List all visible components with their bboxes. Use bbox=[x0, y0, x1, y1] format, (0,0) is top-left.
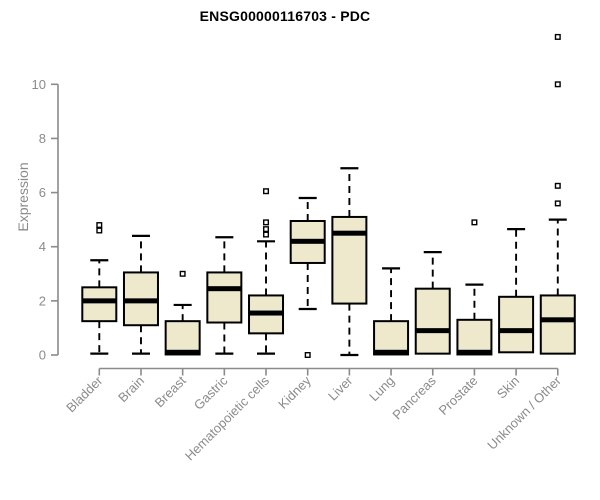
outlier-point bbox=[96, 227, 103, 234]
x-tick-label: Unknown / Other bbox=[484, 373, 564, 453]
x-tick-label: Brain bbox=[115, 373, 147, 405]
iqr-box bbox=[498, 295, 535, 354]
median-line bbox=[207, 286, 242, 292]
median-line bbox=[290, 238, 325, 244]
outlier-point bbox=[304, 352, 311, 359]
box-skin bbox=[498, 228, 535, 354]
median-line bbox=[457, 349, 492, 355]
median-line bbox=[123, 298, 158, 304]
median-line bbox=[82, 298, 117, 304]
outlier-point bbox=[263, 219, 270, 226]
outlier-point bbox=[263, 188, 270, 195]
outlier-point bbox=[554, 182, 561, 189]
x-tick-label: Skin bbox=[494, 373, 522, 401]
iqr-box bbox=[81, 286, 118, 323]
x-tick-label: Kidney bbox=[275, 373, 314, 412]
box-hematopoietic-cells bbox=[248, 188, 285, 355]
outlier-point bbox=[554, 81, 561, 88]
y-tick-label: 2 bbox=[39, 293, 46, 308]
box-prostate bbox=[456, 219, 493, 356]
y-tick-label: 6 bbox=[39, 185, 46, 200]
median-line bbox=[165, 349, 200, 355]
y-tick-label: 10 bbox=[32, 77, 46, 92]
box-lung bbox=[373, 267, 410, 356]
outlier-point bbox=[554, 200, 561, 207]
x-tick-label: Gastric bbox=[191, 373, 231, 413]
outlier-point bbox=[263, 231, 270, 238]
x-tick-label: Breast bbox=[152, 373, 189, 410]
outlier-point bbox=[263, 226, 270, 233]
median-line bbox=[499, 328, 534, 334]
x-tick-label: Prostate bbox=[436, 373, 481, 418]
x-tick-label: Liver bbox=[325, 373, 356, 404]
y-tick-label: 4 bbox=[39, 239, 46, 254]
iqr-box bbox=[414, 287, 451, 355]
box-kidney bbox=[289, 196, 326, 359]
x-tick-label: Lung bbox=[366, 373, 397, 404]
outlier-point bbox=[179, 270, 186, 277]
x-tick-label: Bladder bbox=[63, 373, 106, 416]
box-brain bbox=[122, 234, 159, 355]
iqr-box bbox=[206, 271, 243, 324]
y-tick-label: 8 bbox=[39, 131, 46, 146]
outlier-point bbox=[471, 219, 478, 226]
y-tick-label: 0 bbox=[39, 348, 46, 363]
median-line bbox=[415, 328, 450, 334]
box-breast bbox=[164, 270, 201, 356]
iqr-box bbox=[456, 318, 493, 356]
median-line bbox=[540, 317, 575, 323]
iqr-box bbox=[373, 320, 410, 356]
outlier-point bbox=[96, 222, 103, 229]
iqr-box bbox=[539, 294, 576, 355]
median-line bbox=[374, 349, 409, 355]
box-unknown-other bbox=[539, 33, 576, 355]
iqr-box bbox=[331, 215, 368, 305]
box-liver bbox=[331, 167, 368, 357]
box-bladder bbox=[81, 222, 118, 355]
x-tick-label: Pancreas bbox=[389, 373, 439, 423]
median-line bbox=[249, 310, 284, 316]
iqr-box bbox=[164, 320, 201, 356]
chart-title: ENSG00000116703 - PDC bbox=[199, 8, 371, 24]
box-gastric bbox=[206, 236, 243, 355]
outlier-point bbox=[554, 33, 561, 40]
box-pancreas bbox=[414, 251, 451, 355]
median-line bbox=[332, 230, 367, 236]
